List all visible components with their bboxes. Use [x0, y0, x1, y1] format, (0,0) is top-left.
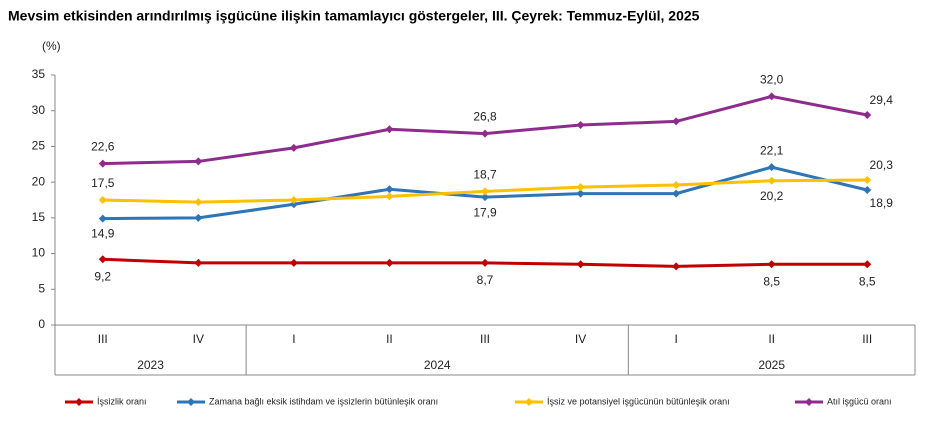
point: [863, 260, 872, 269]
legend-label: Atıl işgücü oranı: [827, 396, 892, 406]
point: [672, 262, 681, 271]
point: [481, 129, 489, 138]
value-label: 17,5: [91, 176, 115, 190]
point: [672, 117, 681, 126]
point: [481, 193, 489, 202]
legend-marker: [805, 398, 813, 406]
value-label: 22,1: [760, 143, 784, 157]
point: [194, 258, 203, 267]
value-label: 32,0: [760, 73, 784, 87]
point: [767, 176, 776, 185]
y-tick-label: 15: [32, 210, 46, 224]
point: [767, 260, 776, 269]
chart-title: Mevsim etkisinden arındırılmış işgücüne …: [8, 8, 700, 24]
value-label: 29,4: [870, 93, 894, 107]
point: [672, 189, 681, 198]
value-label: 22,6: [91, 140, 115, 154]
x-tick-label: I: [292, 332, 295, 346]
x-tick-label: I: [674, 332, 677, 346]
point: [289, 143, 298, 152]
y-tick-label: 0: [38, 317, 45, 331]
point: [289, 200, 298, 209]
point: [576, 183, 585, 192]
value-label: 8,5: [763, 274, 780, 288]
value-label: 17,9: [473, 205, 497, 219]
point: [289, 258, 298, 267]
x-tick-label: IV: [575, 332, 586, 346]
point: [863, 186, 872, 194]
value-label: 20,3: [870, 158, 894, 172]
point: [385, 258, 394, 267]
point: [863, 176, 872, 184]
point: [98, 159, 107, 168]
point: [98, 196, 107, 204]
y-axis-label: (%): [42, 39, 61, 53]
y-tick-label: 35: [32, 67, 46, 81]
legend-label: İşsiz ve potansiyel işgücünün bütünleşik…: [547, 396, 730, 406]
point: [289, 196, 298, 204]
y-tick-label: 10: [32, 246, 46, 260]
point: [385, 185, 394, 194]
value-label: 20,2: [760, 189, 784, 203]
point: [481, 258, 489, 267]
year-label: 2025: [758, 358, 785, 372]
value-label: 18,7: [473, 168, 497, 182]
point: [576, 121, 585, 129]
point: [863, 111, 872, 119]
x-tick-label: III: [862, 332, 872, 346]
y-tick-label: 20: [32, 174, 46, 188]
legend-label: Zamana bağlı eksik istihdam ve işsizleri…: [209, 396, 438, 406]
value-label: 9,2: [94, 269, 111, 283]
y-tick-label: 5: [38, 281, 45, 295]
y-tick-label: 30: [32, 103, 46, 117]
point: [194, 157, 203, 166]
point: [481, 187, 489, 196]
point: [385, 125, 394, 134]
legend-marker: [525, 398, 533, 406]
year-label: 2024: [424, 358, 451, 372]
value-label: 8,5: [859, 274, 876, 288]
value-label: 18,9: [870, 196, 894, 210]
x-tick-label: III: [98, 332, 108, 346]
value-label: 8,7: [477, 273, 494, 287]
x-tick-label: II: [768, 332, 775, 346]
legend-marker: [187, 398, 195, 406]
point: [194, 213, 203, 222]
x-tick-label: III: [480, 332, 490, 346]
point: [576, 260, 585, 269]
x-tick-label: IV: [193, 332, 204, 346]
year-label: 2023: [137, 358, 164, 372]
point: [672, 181, 681, 189]
point: [98, 214, 107, 223]
point: [385, 192, 394, 201]
legend-label: İşsizlik oranı: [97, 396, 147, 406]
point: [98, 255, 107, 264]
point: [576, 189, 585, 198]
x-tick-label: II: [386, 332, 393, 346]
legend-marker: [75, 398, 83, 406]
value-label: 26,8: [473, 110, 497, 124]
point: [767, 163, 776, 172]
point: [767, 92, 776, 101]
value-label: 14,9: [91, 227, 115, 241]
y-tick-label: 25: [32, 139, 46, 153]
point: [194, 198, 203, 207]
